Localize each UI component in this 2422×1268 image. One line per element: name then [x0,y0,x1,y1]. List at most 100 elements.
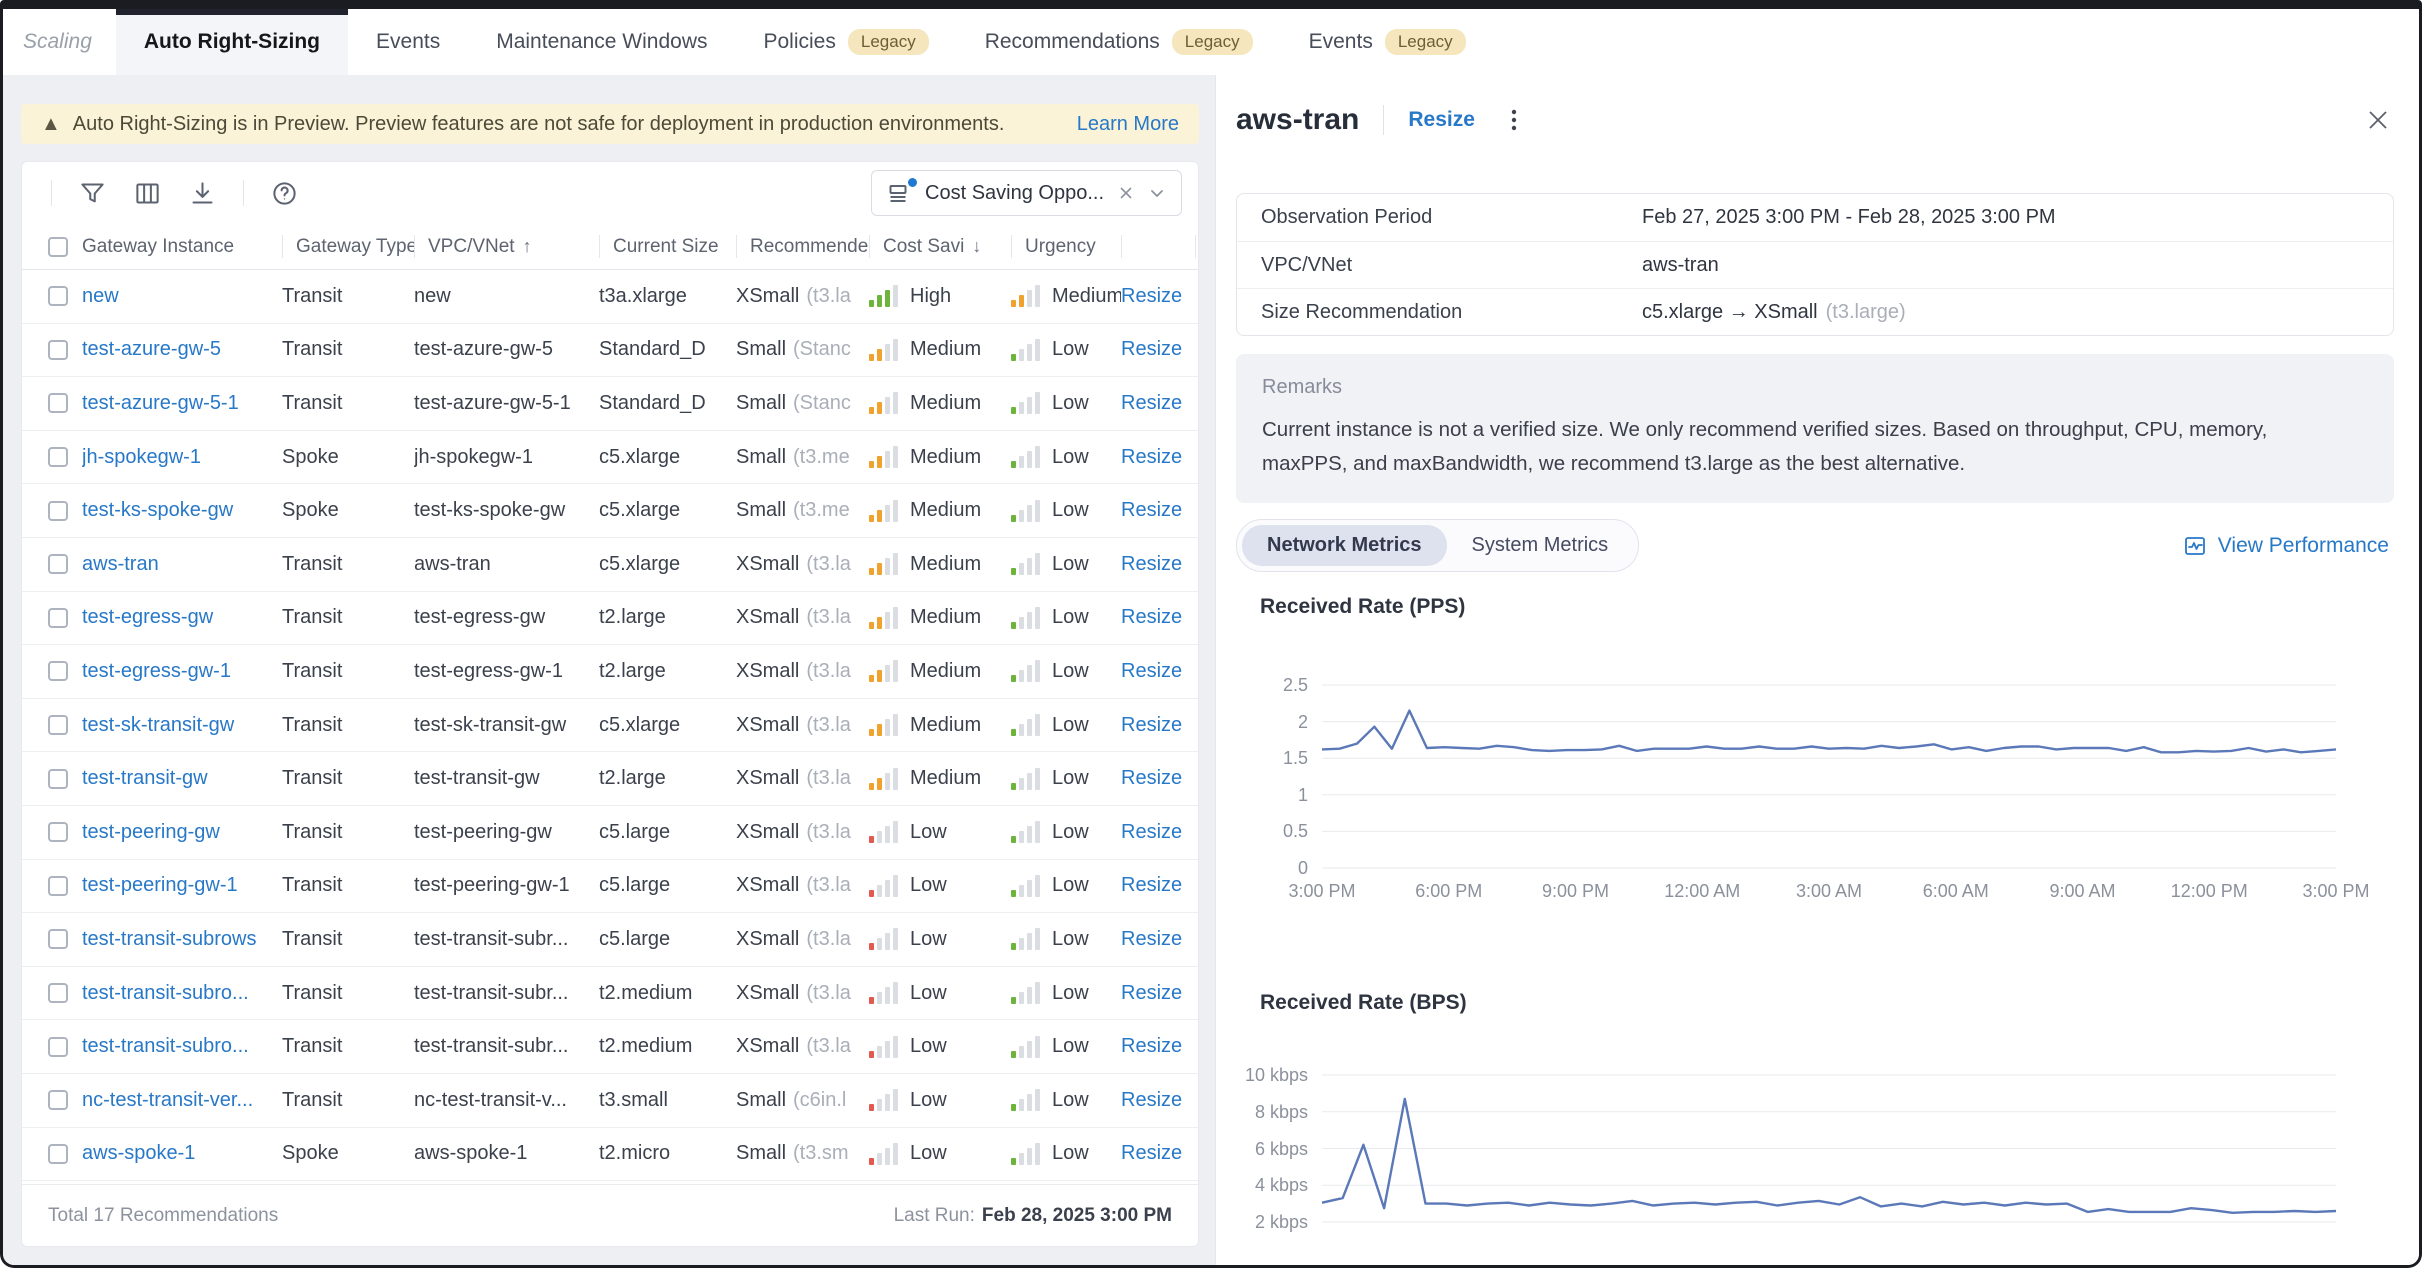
gateway-instance-link[interactable]: test-transit-subro... [82,1035,249,1058]
gateway-instance-link[interactable]: nc-test-transit-ver... [82,1089,253,1112]
clear-filter-icon[interactable] [1117,184,1135,202]
table-row[interactable]: newTransitnewt3a.xlargeXSmall(t3.laHighM… [22,270,1198,324]
gateway-instance-link[interactable]: test-sk-transit-gw [82,714,234,737]
row-checkbox[interactable] [48,661,68,681]
detail-resize-button[interactable]: Resize [1408,108,1475,132]
gateway-instance-link[interactable]: test-peering-gw-1 [82,874,238,897]
gateway-instance-link[interactable]: aws-spoke-1 [82,1142,195,1165]
gateway-instance-link[interactable]: test-transit-subrows [82,928,257,951]
help-icon[interactable] [271,180,298,207]
y-axis-tick-label: 2 kbps [1212,1211,1322,1233]
gateway-instance-link[interactable]: aws-tran [82,553,159,576]
recommended-size-detail: (t3.la [806,928,850,951]
table-row[interactable]: test-azure-gw-5-1Transittest-azure-gw-5-… [22,377,1198,431]
tab-policies[interactable]: PoliciesLegacy [736,9,957,75]
resize-link[interactable]: Resize [1121,767,1182,790]
resize-link[interactable]: Resize [1121,1089,1182,1112]
resize-link[interactable]: Resize [1121,392,1182,415]
filter-icon[interactable] [79,180,106,207]
table-row[interactable]: test-peering-gw-1Transittest-peering-gw-… [22,860,1198,914]
recommended-size-value: XSmall [736,982,799,1005]
gateway-instance-link[interactable]: test-transit-gw [82,767,208,790]
resize-link[interactable]: Resize [1121,338,1182,361]
col-gateway-type[interactable]: Gateway Type [282,224,414,269]
kebab-menu-icon[interactable] [1503,107,1525,133]
resize-link[interactable]: Resize [1121,1035,1182,1058]
table-row[interactable]: test-sk-transit-gwTransittest-sk-transit… [22,699,1198,753]
resize-link[interactable]: Resize [1121,606,1182,629]
row-checkbox[interactable] [48,501,68,521]
row-checkbox[interactable] [48,286,68,306]
resize-link[interactable]: Resize [1121,1142,1182,1165]
select-all-checkbox[interactable] [48,237,68,257]
tab-recommendations[interactable]: RecommendationsLegacy [957,9,1281,75]
close-icon[interactable] [2365,107,2391,133]
row-checkbox[interactable] [48,1037,68,1057]
row-checkbox[interactable] [48,393,68,413]
resize-link[interactable]: Resize [1121,553,1182,576]
gateway-instance-link[interactable]: test-azure-gw-5-1 [82,392,239,415]
metrics-tab-system-metrics[interactable]: System Metrics [1447,525,1634,566]
table-row[interactable]: aws-tranTransitaws-tranc5.xlargeXSmall(t… [22,538,1198,592]
table-row[interactable]: aws-spoke-1Spokeaws-spoke-1t2.microSmall… [22,1128,1198,1182]
saved-view-dropdown[interactable]: Cost Saving Oppo... [871,170,1182,216]
table-row[interactable]: test-egress-gw-1Transittest-egress-gw-1t… [22,645,1198,699]
table-row[interactable]: test-transit-subro...Transittest-transit… [22,967,1198,1021]
resize-link[interactable]: Resize [1121,874,1182,897]
gateway-instance-link[interactable]: test-peering-gw [82,821,220,844]
metrics-tab-network-metrics[interactable]: Network Metrics [1242,525,1447,566]
view-performance-link[interactable]: View Performance [2183,534,2389,558]
table-row[interactable]: test-azure-gw-5Transittest-azure-gw-5Sta… [22,324,1198,378]
row-checkbox[interactable] [48,447,68,467]
row-checkbox[interactable] [48,608,68,628]
gateway-instance-link[interactable]: test-transit-subro... [82,982,249,1005]
resize-link[interactable]: Resize [1121,928,1182,951]
table-row[interactable]: test-transit-subrowsTransittest-transit-… [22,913,1198,967]
table-row[interactable]: nc-test-transit-ver...Transitnc-test-tra… [22,1074,1198,1128]
row-checkbox[interactable] [48,715,68,735]
col-recommended[interactable]: Recommende [736,224,869,269]
table-row[interactable]: test-ks-spoke-gwSpoketest-ks-spoke-gwc5.… [22,484,1198,538]
tab-maintenance-windows[interactable]: Maintenance Windows [468,9,735,75]
col-urgency[interactable]: Urgency [1011,224,1121,269]
resize-link[interactable]: Resize [1121,285,1182,308]
row-checkbox[interactable] [48,929,68,949]
resize-link[interactable]: Resize [1121,499,1182,522]
table-row[interactable]: test-transit-gwTransittest-transit-gwt2.… [22,752,1198,806]
row-checkbox[interactable] [48,1144,68,1164]
gateway-instance-link[interactable]: test-azure-gw-5 [82,338,221,361]
download-icon[interactable] [189,180,216,207]
col-current-size[interactable]: Current Size [599,224,736,269]
row-checkbox[interactable] [48,1090,68,1110]
resize-link[interactable]: Resize [1121,821,1182,844]
row-checkbox[interactable] [48,876,68,896]
tab-events[interactable]: EventsLegacy [1281,9,1494,75]
gateway-instance-link[interactable]: test-egress-gw-1 [82,660,231,683]
gateway-instance-link[interactable]: jh-spokegw-1 [82,446,201,469]
chevron-down-icon[interactable] [1148,184,1166,202]
resize-link[interactable]: Resize [1121,714,1182,737]
resize-link[interactable]: Resize [1121,446,1182,469]
row-checkbox[interactable] [48,983,68,1003]
col-gateway-instance[interactable]: Gateway Instance [82,224,282,269]
gateway-instance-link[interactable]: new [82,285,119,308]
row-checkbox[interactable] [48,340,68,360]
columns-icon[interactable] [134,180,161,207]
learn-more-link[interactable]: Learn More [1077,113,1179,136]
col-cost-savings[interactable]: Cost Savi↓ [869,224,1011,269]
gateway-type-value: Spoke [282,1142,339,1165]
table-row[interactable]: test-peering-gwTransittest-peering-gwc5.… [22,806,1198,860]
gateway-instance-link[interactable]: test-ks-spoke-gw [82,499,233,522]
tab-auto-right-sizing[interactable]: Auto Right-Sizing [116,9,348,75]
col-vpc-vnet[interactable]: VPC/VNet↑ [414,224,599,269]
tab-events[interactable]: Events [348,9,468,75]
row-checkbox[interactable] [48,769,68,789]
table-row[interactable]: test-transit-subro...Transittest-transit… [22,1020,1198,1074]
row-checkbox[interactable] [48,822,68,842]
row-checkbox[interactable] [48,554,68,574]
resize-link[interactable]: Resize [1121,982,1182,1005]
table-row[interactable]: jh-spokegw-1Spokejh-spokegw-1c5.xlargeSm… [22,431,1198,485]
gateway-instance-link[interactable]: test-egress-gw [82,606,213,629]
table-row[interactable]: test-egress-gwTransittest-egress-gwt2.la… [22,592,1198,646]
resize-link[interactable]: Resize [1121,660,1182,683]
